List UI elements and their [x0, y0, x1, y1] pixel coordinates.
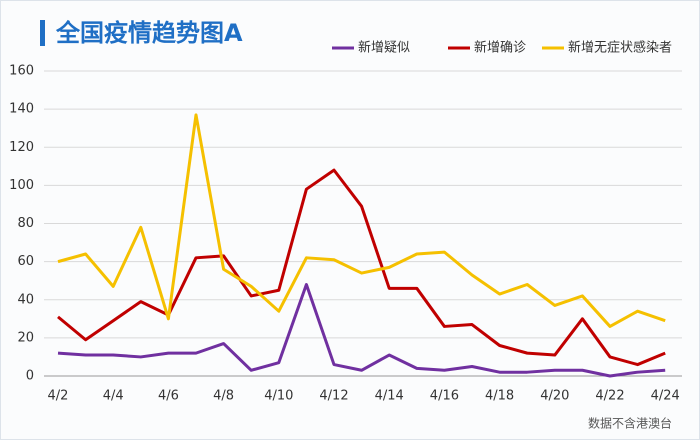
x-tick-label: 4/8 — [213, 389, 234, 404]
legend-label: 新增无症状感染者 — [568, 40, 672, 56]
x-tick-label: 4/24 — [651, 389, 680, 404]
y-tick-label: 80 — [17, 216, 34, 231]
legend-label: 新增确诊 — [474, 40, 526, 56]
series-line — [57, 168, 666, 367]
x-tick-label: 4/14 — [375, 389, 404, 404]
x-tick-label: 4/18 — [485, 389, 514, 404]
x-tick-label: 4/20 — [540, 389, 569, 404]
series-line — [57, 283, 666, 378]
x-tick-label: 4/22 — [595, 389, 624, 404]
y-tick-label: 40 — [17, 292, 34, 307]
x-tick-label: 4/16 — [430, 389, 459, 404]
y-tick-label: 20 — [17, 330, 34, 345]
y-tick-label: 160 — [9, 64, 34, 79]
y-tick-label: 140 — [9, 102, 34, 117]
title-bar — [40, 20, 45, 46]
y-tick-label: 120 — [9, 140, 34, 155]
y-tick-label: 100 — [9, 178, 34, 193]
chart-title: 全国疫情趋势图A — [55, 19, 243, 47]
series-line — [57, 113, 666, 328]
x-tick-label: 4/10 — [264, 389, 293, 404]
x-tick-label: 4/2 — [48, 389, 69, 404]
note: 数据不含港澳台 — [588, 416, 672, 431]
legend-label: 新增疑似 — [358, 40, 410, 56]
x-tick-label: 4/4 — [103, 389, 124, 404]
y-tick-label: 0 — [26, 369, 34, 384]
y-tick-label: 60 — [17, 254, 34, 269]
x-tick-label: 4/12 — [319, 389, 348, 404]
x-tick-label: 4/6 — [158, 389, 179, 404]
